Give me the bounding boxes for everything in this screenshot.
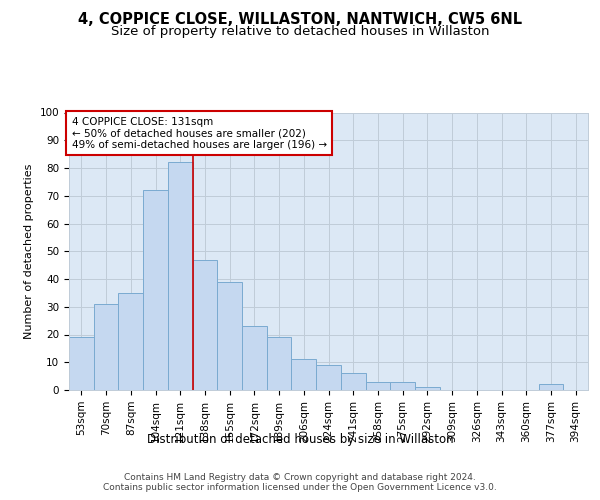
Text: Contains HM Land Registry data © Crown copyright and database right 2024.
Contai: Contains HM Land Registry data © Crown c… bbox=[103, 472, 497, 492]
Text: 4, COPPICE CLOSE, WILLASTON, NANTWICH, CW5 6NL: 4, COPPICE CLOSE, WILLASTON, NANTWICH, C… bbox=[78, 12, 522, 28]
Bar bbox=[267, 338, 292, 390]
Bar bbox=[168, 162, 193, 390]
Bar bbox=[341, 374, 365, 390]
Bar bbox=[365, 382, 390, 390]
Bar bbox=[69, 338, 94, 390]
Bar bbox=[143, 190, 168, 390]
Bar bbox=[118, 293, 143, 390]
Bar bbox=[539, 384, 563, 390]
Bar bbox=[217, 282, 242, 390]
Y-axis label: Number of detached properties: Number of detached properties bbox=[24, 164, 34, 339]
Bar bbox=[242, 326, 267, 390]
Bar bbox=[193, 260, 217, 390]
Text: Distribution of detached houses by size in Willaston: Distribution of detached houses by size … bbox=[146, 432, 454, 446]
Text: 4 COPPICE CLOSE: 131sqm
← 50% of detached houses are smaller (202)
49% of semi-d: 4 COPPICE CLOSE: 131sqm ← 50% of detache… bbox=[71, 116, 327, 150]
Bar bbox=[415, 387, 440, 390]
Bar bbox=[390, 382, 415, 390]
Bar bbox=[94, 304, 118, 390]
Bar bbox=[316, 365, 341, 390]
Bar bbox=[292, 360, 316, 390]
Text: Size of property relative to detached houses in Willaston: Size of property relative to detached ho… bbox=[111, 25, 489, 38]
